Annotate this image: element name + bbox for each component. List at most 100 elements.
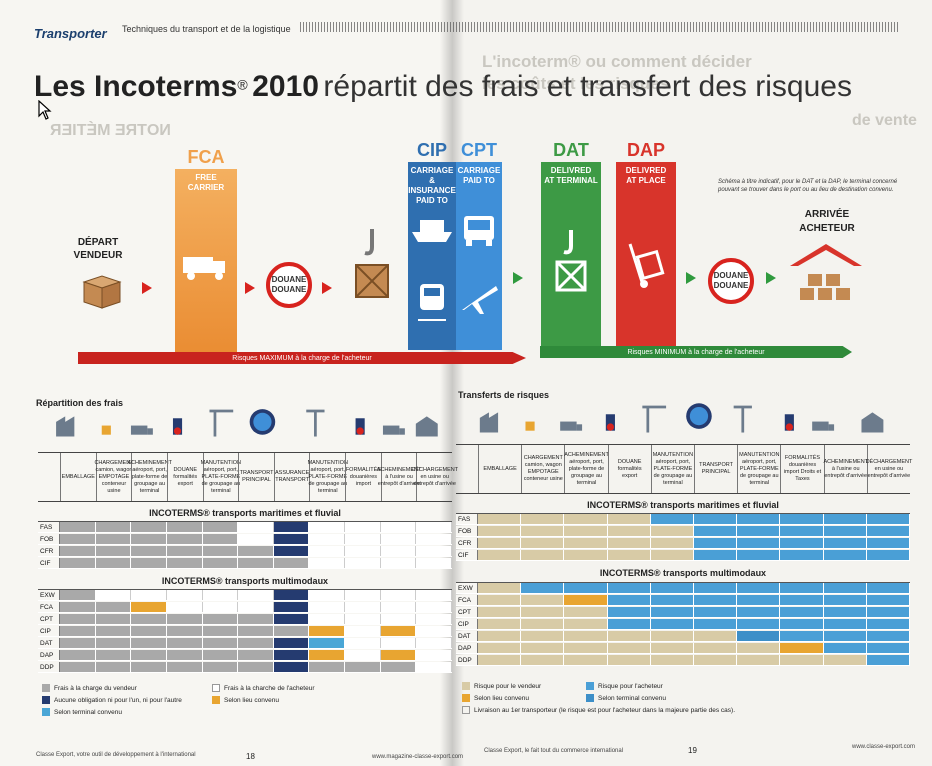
column-header: ACHEMINEMENT à l'usine ou entrepôt d'arr… — [823, 445, 868, 493]
table-cell — [823, 550, 867, 560]
row-label: CIF — [456, 550, 478, 560]
table-cell — [202, 638, 239, 648]
box-icon — [82, 275, 122, 309]
factory-icon — [479, 412, 499, 433]
table-cell — [521, 538, 565, 548]
dat-band — [541, 162, 601, 350]
footer-right-url[interactable]: www.classe-export.com — [852, 744, 916, 750]
row-label: CPT — [38, 614, 60, 624]
table-cell — [309, 638, 346, 648]
column-header: MANUTENTION aéroport, port, PLATE-FORME … — [650, 445, 694, 493]
table-cell — [866, 538, 910, 548]
table-cell — [238, 638, 274, 648]
table-cell — [202, 522, 239, 532]
table-cell — [607, 643, 651, 653]
table-cell — [309, 522, 346, 532]
table-cell — [95, 626, 132, 636]
table-cell — [95, 558, 132, 568]
footer-left-url[interactable]: www.magazine-classe-export.com — [372, 754, 464, 760]
table-cell — [780, 643, 824, 653]
column-header: FORMALITÉS douanières import Droits et T… — [780, 445, 823, 493]
table-cell — [202, 602, 239, 612]
warehouse-small-icon — [415, 416, 438, 437]
table-cell — [345, 558, 381, 568]
truck-icon-2 — [382, 425, 405, 435]
row-label: FAS — [38, 522, 60, 532]
table-cell — [650, 607, 694, 617]
row-label: FCA — [456, 595, 478, 605]
table-cell — [202, 546, 239, 556]
frais-multimodal-title: INCOTERMS® transports multimodaux — [161, 576, 329, 586]
table-cell — [273, 602, 310, 612]
table-row: CIP — [38, 626, 452, 637]
legend-risque-terminal: Selon terminal convenu — [586, 694, 666, 702]
table-cell — [273, 558, 310, 568]
legend-livraison: Livraison au 1er transporteur (le risque… — [462, 706, 735, 714]
frais-icon-strip — [56, 409, 438, 437]
title-reg: ® — [237, 76, 248, 93]
table-cell — [95, 534, 132, 544]
table-cell — [95, 522, 132, 532]
table-cell — [380, 558, 417, 568]
table-cell — [60, 534, 96, 544]
table-cell — [166, 522, 203, 532]
table-cell — [131, 650, 167, 660]
table-cell — [131, 638, 167, 648]
warehouse-small-icon — [861, 412, 884, 433]
table-cell — [650, 655, 694, 665]
frais-multimodal-grid: EXW FCA CPT CIP DAT DAP DDP — [38, 589, 452, 673]
table-cell — [564, 595, 608, 605]
table-cell — [345, 534, 381, 544]
table-cell — [607, 583, 651, 593]
table-cell — [737, 526, 781, 536]
ghost-line-3: de vente — [852, 112, 917, 129]
row-label: FOB — [456, 526, 478, 536]
arrow-red-1 — [142, 282, 152, 294]
magazine-brand: Transporter — [34, 26, 107, 41]
table-cell — [823, 538, 867, 548]
table-cell — [166, 626, 203, 636]
table-row: DDP — [456, 655, 910, 666]
table-cell — [564, 607, 608, 617]
cpt-band — [456, 162, 502, 350]
table-cell — [380, 522, 417, 532]
douane-stamp-1: DOUANE DOUANE — [266, 262, 312, 308]
page-number-right: 19 — [688, 746, 697, 755]
table-cell — [607, 514, 651, 524]
table-cell — [564, 550, 608, 560]
table-row: DAT — [38, 638, 452, 649]
table-cell — [309, 650, 346, 660]
table-cell — [478, 619, 522, 629]
table-cell — [478, 655, 522, 665]
table-cell — [273, 534, 310, 544]
risques-maritime-title: INCOTERMS® transports maritimes et fluvi… — [587, 500, 779, 510]
table-cell — [866, 514, 910, 524]
table-cell — [345, 650, 381, 660]
column-header: TRANSPORT PRINCIPAL — [238, 453, 274, 501]
crane-icon — [209, 409, 234, 437]
table-cell — [273, 614, 310, 624]
table-cell — [564, 619, 608, 629]
table-cell — [694, 607, 738, 617]
table-cell — [416, 650, 452, 660]
forklift-icon-2 — [355, 418, 365, 435]
legend-acheteur: Frais à la charche de l'acheteur — [212, 684, 314, 692]
table-cell — [866, 550, 910, 560]
table-cell — [95, 614, 132, 624]
table-cell — [416, 602, 452, 612]
table-cell — [650, 631, 694, 641]
table-cell — [478, 550, 522, 560]
table-cell — [478, 514, 522, 524]
table-cell — [866, 583, 910, 593]
table-cell — [273, 522, 310, 532]
row-label: CIP — [456, 619, 478, 629]
table-cell — [416, 522, 452, 532]
table-cell — [380, 546, 417, 556]
table-cell — [380, 614, 417, 624]
table-cell — [309, 614, 346, 624]
table-cell — [416, 590, 452, 600]
table-cell — [564, 655, 608, 665]
globe-icon — [686, 403, 712, 429]
truck-front-icon — [464, 216, 494, 246]
table-cell — [166, 650, 203, 660]
